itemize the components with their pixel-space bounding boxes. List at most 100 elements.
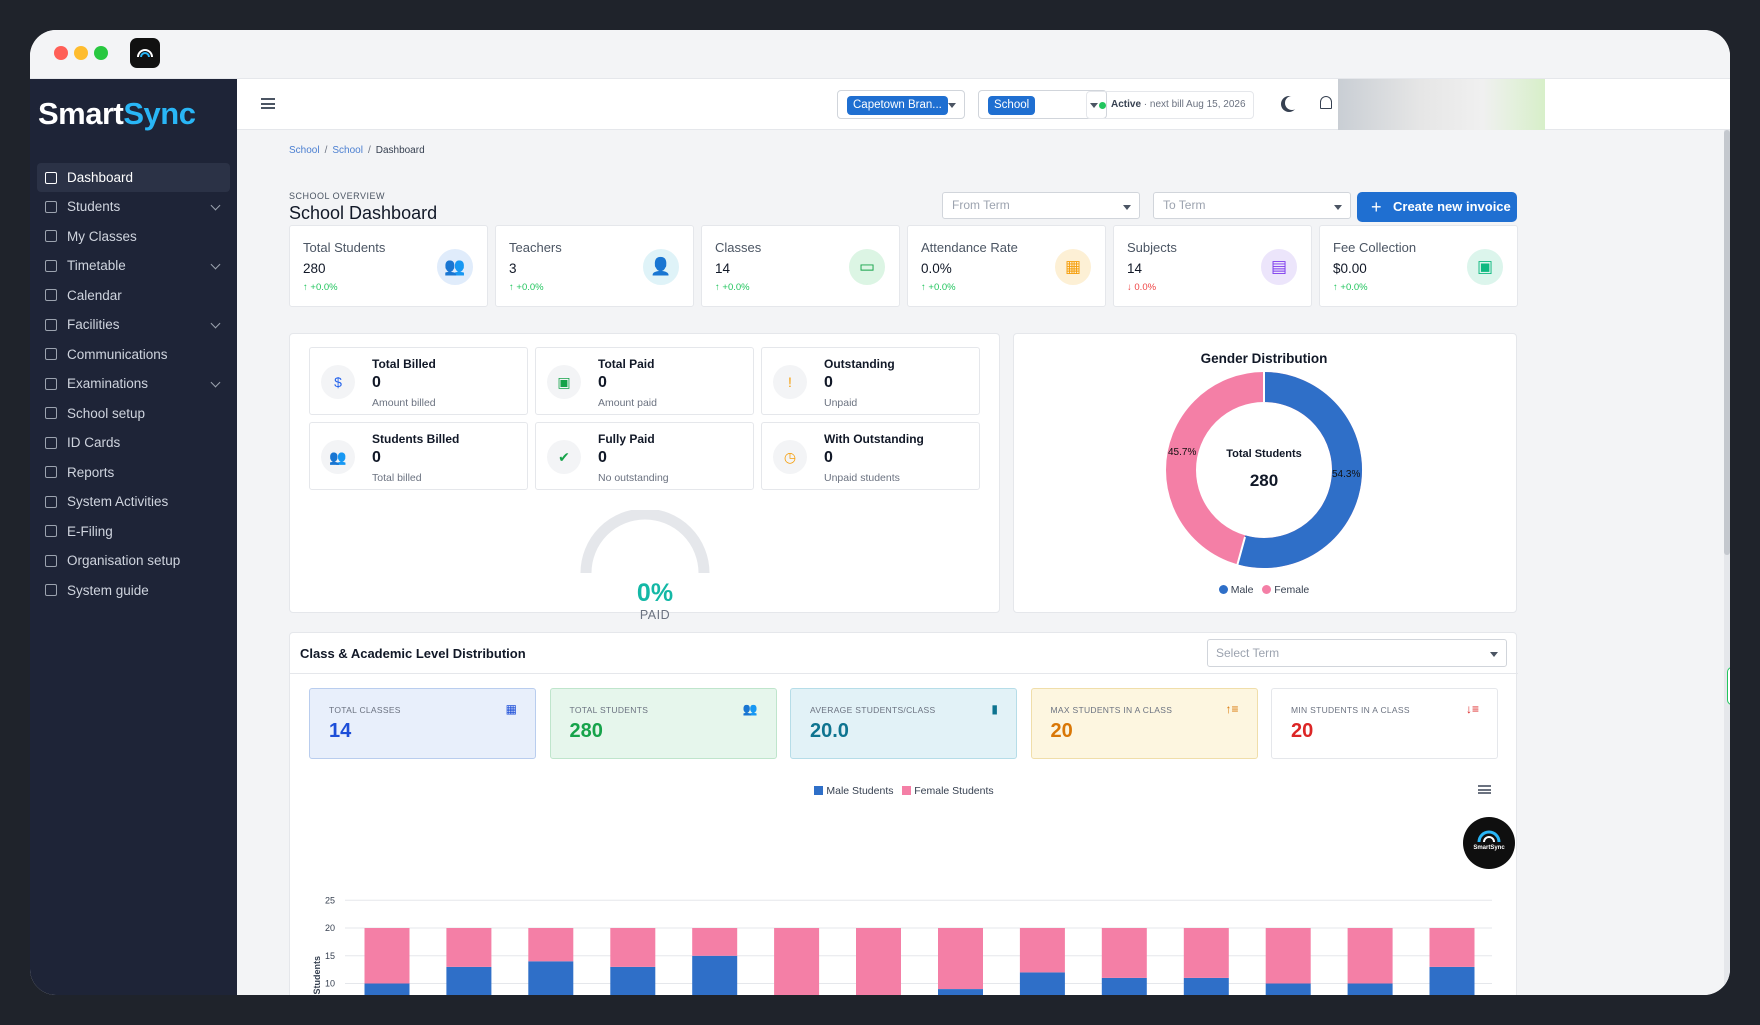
select-term-dropdown[interactable]: Select Term [1207,639,1507,667]
male-slice[interactable] [1237,372,1362,568]
legend-female[interactable]: Female [1262,584,1309,596]
user-profile-area[interactable] [1338,79,1545,130]
sidebar-item-label: School setup [67,405,146,421]
male-bar[interactable] [446,966,492,995]
chevron-down-icon[interactable] [210,318,221,329]
male-bar[interactable] [610,966,656,995]
female-bar[interactable] [774,928,820,995]
stat-card[interactable]: Fee Collection $0.00 ↑ +0.0% ▣ [1319,225,1518,307]
finance-card-subtitle: Unpaid [824,397,858,409]
male-bar[interactable] [938,989,983,995]
male-bar[interactable] [528,961,574,995]
male-bar[interactable] [692,955,738,995]
sidebar-item-students[interactable]: Students [30,192,237,222]
male-bar[interactable] [1265,983,1311,996]
stat-card[interactable]: Subjects 14 ↓ 0.0% ▤ [1113,225,1312,307]
minimize-window-button[interactable] [74,46,88,60]
sidebar-item-communications[interactable]: Communications [30,340,237,370]
female-bar[interactable] [1183,928,1229,978]
sidebar-item-examinations[interactable]: Examinations [30,369,237,399]
sidebar-item-reports[interactable]: Reports [30,458,237,488]
breadcrumb-link[interactable]: School [332,145,363,156]
sidebar-item-system-activities[interactable]: System Activities [30,487,237,517]
create-invoice-button[interactable]: + Create new invoice [1357,192,1517,222]
from-term-select[interactable]: From Term [942,192,1140,219]
legend-male-students[interactable]: Male Students [814,785,893,797]
kpi-card: MAX STUDENTS IN A CLASS 20 ↑≡ [1030,688,1258,759]
menu-icon[interactable] [261,98,275,109]
maximize-window-button[interactable] [94,46,108,60]
female-bar[interactable] [364,928,410,984]
male-bar[interactable] [1019,972,1065,995]
finance-card[interactable]: ◷ With Outstanding 0 Unpaid students [761,422,980,490]
sidebar-item-facilities[interactable]: Facilities [30,310,237,340]
cash-icon: ▣ [547,365,581,399]
finance-card[interactable]: 👥 Students Billed 0 Total billed [309,422,528,490]
sort-down-icon: ↓≡ [1465,702,1479,716]
male-bar[interactable] [1429,966,1475,995]
stat-card[interactable]: Attendance Rate 0.0% ↑ +0.0% ▦ [907,225,1106,307]
finance-card[interactable]: $ Total Billed 0 Amount billed [309,347,528,415]
female-bar[interactable] [692,928,738,956]
sidebar: SmartSync Dashboard Students My Classes Tim… [30,79,237,995]
female-bar[interactable] [856,928,901,995]
male-bar[interactable] [1101,977,1147,995]
female-bar[interactable] [610,928,656,967]
finance-card[interactable]: ✔ Fully Paid 0 No outstanding [535,422,754,490]
close-icon[interactable]: ⊗ [1728,668,1730,686]
stat-card[interactable]: Total Students 280 ↑ +0.0% 👥 [289,225,488,307]
stat-card[interactable]: Teachers 3 ↑ +0.0% 👤 [495,225,694,307]
female-bar[interactable] [1019,928,1065,973]
female-bar[interactable] [938,928,983,989]
finance-card[interactable]: ▣ Total Paid 0 Amount paid [535,347,754,415]
sidebar-item-calendar[interactable]: Calendar [30,281,237,311]
legend-female-students[interactable]: Female Students [902,785,994,797]
sidebar-item-school-setup[interactable]: School setup [30,399,237,429]
scrollbar-thumb[interactable] [1724,130,1730,555]
page-scrollbar[interactable] [1724,130,1730,995]
sidebar-item-dashboard[interactable]: Dashboard [37,163,230,192]
sidebar-item-id-cards[interactable]: ID Cards [30,428,237,458]
female-bar[interactable] [528,928,574,962]
chevron-down-icon[interactable] [210,377,221,388]
gender-donut [1166,372,1362,568]
book-icon [45,584,57,597]
branch-select[interactable]: Capetown Bran... [837,90,965,119]
male-bar[interactable] [1347,983,1393,996]
sidebar-item-organisation-setup[interactable]: Organisation setup [30,546,237,576]
sidebar-item-my-classes[interactable]: My Classes [30,222,237,252]
school-chip: School [988,96,1036,115]
dark-mode-toggle-icon[interactable] [1285,96,1299,110]
female-bar[interactable] [1429,928,1475,967]
globe-icon[interactable]: ◎ [1728,686,1730,704]
chart-menu-icon[interactable] [1478,785,1491,794]
close-window-button[interactable] [54,46,68,60]
female-bar[interactable] [1101,928,1147,978]
users-icon: 👥 [742,702,758,716]
app-window: SmartSync Dashboard Students My Classes Tim… [30,30,1730,995]
sidebar-item-e-filing[interactable]: E-Filing [30,517,237,547]
to-term-select[interactable]: To Term [1153,192,1351,219]
male-bar[interactable] [1183,977,1229,995]
male-bar[interactable] [364,983,410,996]
school-select[interactable]: School [978,90,1107,119]
chevron-down-icon[interactable] [210,200,221,211]
female-bar[interactable] [1347,928,1393,984]
stat-card[interactable]: Classes 14 ↑ +0.0% ▭ [701,225,900,307]
breadcrumb-link[interactable]: School [289,145,320,156]
legend-male[interactable]: Male [1218,584,1253,596]
sidebar-item-label: System Activities [67,494,169,510]
accessibility-widget[interactable]: ⊗ ◎ [1727,667,1730,705]
sidebar-item-system-guide[interactable]: System guide [30,576,237,606]
notification-bell-icon[interactable] [1320,96,1332,109]
sidebar-item-timetable[interactable]: Timetable [30,251,237,281]
status-dot-icon [1099,102,1106,109]
finance-card[interactable]: ! Outstanding 0 Unpaid [761,347,980,415]
arrow-up-icon: ↑ [303,282,308,293]
chevron-down-icon[interactable] [210,259,221,270]
calendar-icon [45,289,57,302]
assistant-fab-button[interactable]: SmartSync [1463,817,1515,869]
female-bar[interactable] [1265,928,1311,984]
female-bar[interactable] [446,928,492,967]
app-logo[interactable]: SmartSync [38,96,196,131]
